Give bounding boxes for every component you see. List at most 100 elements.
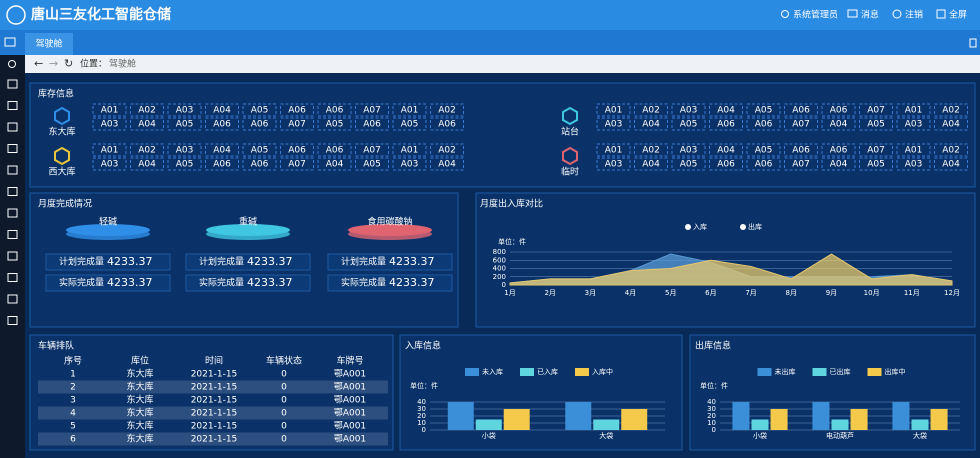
tab[interactable] bbox=[25, 33, 73, 55]
cell-label: A02 bbox=[942, 106, 960, 116]
storage-cell bbox=[392, 117, 427, 131]
column-header: 车牌号 bbox=[336, 355, 363, 367]
cell-label: A01 bbox=[905, 146, 923, 156]
close-tabs[interactable] bbox=[969, 38, 977, 48]
stat-box bbox=[327, 274, 453, 292]
bar bbox=[812, 402, 830, 430]
y-tick-label: 10 bbox=[707, 419, 716, 427]
y-tick-label: 0 bbox=[712, 426, 716, 434]
bar bbox=[831, 419, 849, 430]
legend-swatch bbox=[867, 368, 882, 376]
bar bbox=[911, 419, 929, 430]
unit-label: 单位：件 bbox=[410, 381, 438, 390]
row-stripe bbox=[38, 406, 388, 420]
cell-label: A03 bbox=[101, 160, 119, 170]
cell-label: A06 bbox=[717, 160, 735, 170]
storage-cell bbox=[709, 103, 743, 117]
stat-label: 实际完成量 bbox=[59, 277, 104, 289]
storage-cell bbox=[934, 117, 968, 131]
storage-cell bbox=[430, 117, 464, 131]
cell-label: A06 bbox=[755, 120, 773, 130]
x-tick-label: 小袋 bbox=[753, 431, 767, 440]
cell-label: A02 bbox=[942, 146, 960, 156]
table-cell: 2021-1-15 bbox=[191, 435, 238, 445]
cell-label: A07 bbox=[792, 120, 810, 130]
table-cell: 0 bbox=[281, 409, 287, 419]
cell-label: A03 bbox=[680, 146, 698, 156]
storage-cell bbox=[709, 117, 743, 131]
storage-cell bbox=[596, 157, 631, 171]
user-name[interactable]: 系统管理员 bbox=[793, 9, 838, 21]
bar bbox=[503, 409, 530, 430]
x-tick-label: 2月 bbox=[544, 289, 555, 297]
y-tick-label: 30 bbox=[707, 405, 716, 413]
tab-bar bbox=[0, 30, 980, 55]
y-tick-label: 40 bbox=[417, 398, 426, 406]
storage-cell bbox=[896, 103, 931, 117]
cell-label: A07 bbox=[363, 106, 381, 116]
cell-label: A04 bbox=[942, 120, 960, 130]
table-cell: 0 bbox=[281, 422, 287, 432]
logout[interactable]: 注销 bbox=[905, 9, 923, 21]
legend-swatch bbox=[685, 224, 691, 230]
area bbox=[509, 253, 953, 286]
disk-top bbox=[348, 224, 432, 236]
storage-cell bbox=[896, 117, 931, 131]
forward-button[interactable]: → bbox=[49, 57, 58, 70]
cell-label: A04 bbox=[213, 106, 231, 116]
table-cell: 东大库 bbox=[126, 433, 153, 445]
fullscreen[interactable]: 全屏 bbox=[949, 9, 967, 21]
refresh-button[interactable]: ↻ bbox=[64, 57, 73, 70]
column-header: 时间 bbox=[205, 355, 223, 367]
column-header: 序号 bbox=[64, 355, 82, 367]
storage-cell bbox=[859, 103, 893, 117]
panel-title: 车辆排队 bbox=[38, 340, 74, 352]
cell-label: A06 bbox=[830, 146, 848, 156]
menu-toggle[interactable] bbox=[4, 37, 16, 47]
cell-label: A04 bbox=[830, 160, 848, 170]
cell-label: A06 bbox=[717, 120, 735, 130]
cell-label: A02 bbox=[438, 106, 456, 116]
storage-cell bbox=[746, 103, 781, 117]
disk-top bbox=[206, 224, 290, 236]
back-button[interactable]: ← bbox=[34, 57, 43, 70]
table-cell: 鄂A001 bbox=[334, 434, 366, 445]
storage-cell bbox=[671, 143, 706, 157]
warehouse-name: 东大库 bbox=[48, 126, 75, 138]
storage-cell bbox=[859, 143, 893, 157]
cell-label: A07 bbox=[792, 160, 810, 170]
storage-cell bbox=[242, 117, 277, 131]
storage-cell bbox=[205, 157, 239, 171]
bar bbox=[892, 402, 910, 430]
storage-cell bbox=[634, 143, 668, 157]
tab-label[interactable]: 驾驶舱 bbox=[35, 38, 62, 50]
messages[interactable]: 消息 bbox=[861, 9, 879, 21]
storage-cell bbox=[634, 157, 668, 171]
warehouse-icon bbox=[562, 146, 578, 166]
chart-title: 入库信息 bbox=[405, 340, 441, 352]
sidebar-icon bbox=[7, 122, 18, 132]
storage-cell bbox=[430, 103, 464, 117]
cell-label: A04 bbox=[138, 160, 156, 170]
table-cell: 东大库 bbox=[126, 368, 153, 380]
stat-value: 4233.37 bbox=[389, 255, 435, 268]
cell-label: A01 bbox=[101, 146, 119, 156]
table-cell: 4 bbox=[70, 409, 76, 419]
storage-cell bbox=[934, 143, 968, 157]
x-tick-label: 电动葫芦 bbox=[826, 431, 854, 440]
y-tick-label: 400 bbox=[493, 265, 506, 273]
cell-label: A07 bbox=[288, 160, 306, 170]
storage-cell bbox=[205, 143, 239, 157]
legend-label: 出库 bbox=[748, 222, 762, 231]
storage-cell bbox=[709, 143, 743, 157]
table-cell: 0 bbox=[281, 396, 287, 406]
storage-cell bbox=[596, 143, 631, 157]
warehouse-name: 临时 bbox=[561, 166, 579, 178]
storage-cell bbox=[167, 143, 202, 157]
storage-cell bbox=[896, 157, 931, 171]
storage-cell bbox=[205, 103, 239, 117]
message-icon bbox=[847, 9, 858, 18]
cell-label: A05 bbox=[680, 120, 698, 130]
storage-cell bbox=[355, 117, 389, 131]
cell-label: A03 bbox=[680, 106, 698, 116]
